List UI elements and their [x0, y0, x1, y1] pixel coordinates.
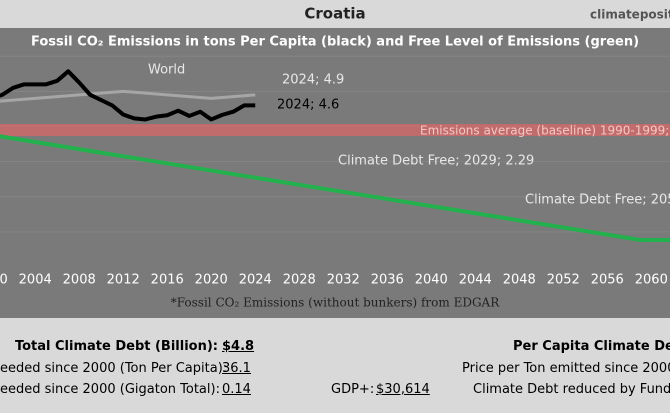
annotation: Climate Debt Free; 205 [525, 193, 670, 208]
x-tick-label: 2020 [195, 273, 228, 288]
x-tick-label: 2008 [63, 273, 96, 288]
summary-label: eeded since 2000 (Ton Per Capita): [0, 361, 228, 376]
summary-right: Per Capita Climate Deb [513, 339, 670, 354]
series-line [0, 69, 256, 122]
annotation: Climate Debt Free; 2029; 2.29 [338, 154, 534, 169]
summary-value: 36.1 [222, 361, 251, 376]
watermark: climatepositi [590, 8, 670, 22]
baseline-label: Emissions average (baseline) 1990-1999; … [420, 123, 670, 137]
x-tick-label: 2060 [635, 273, 668, 288]
source-note: *Fossil CO₂ Emissions (without bunkers) … [171, 296, 500, 310]
chart-title: Croatia [304, 5, 365, 23]
summary-label: Total Climate Debt (Billion): [14, 339, 218, 354]
subtitle: Fossil CO₂ Emissions in tons Per Capita … [31, 35, 639, 50]
plot-background [0, 28, 670, 318]
x-tick-label: 2056 [591, 273, 624, 288]
x-tick-label: 2048 [503, 273, 536, 288]
x-tick-label: 2044 [459, 273, 492, 288]
x-tick-label: 2052 [547, 273, 580, 288]
gdp-value: $30,614 [376, 382, 430, 397]
series-line [0, 134, 670, 242]
annotation: 2024; 4.9 [282, 73, 344, 88]
title-bar [0, 0, 670, 28]
x-tick-label: 2016 [151, 273, 184, 288]
x-tick-label: 2040 [415, 273, 448, 288]
summary-right: Price per Ton emitted since 2000 [462, 361, 670, 376]
x-tick-label: 2028 [283, 273, 316, 288]
gdp-label: GDP+: [331, 382, 375, 397]
x-tick-label: 2024 [239, 273, 272, 288]
summary-right: Climate Debt reduced by Funds [473, 382, 670, 397]
annotation: World [148, 63, 185, 78]
x-tick-label: 2032 [327, 273, 360, 288]
x-tick-label: 2036 [371, 273, 404, 288]
summary-label: eeded since 2000 (Gigaton Total): [0, 382, 220, 397]
x-tick-label: 2000 [0, 273, 8, 288]
x-tick-label: 2004 [19, 273, 52, 288]
x-tick-label: 2012 [107, 273, 140, 288]
series-line [0, 89, 256, 103]
summary-value: 0.14 [222, 382, 251, 397]
annotation: 2024; 4.6 [277, 98, 339, 113]
baseline-band [0, 123, 670, 136]
summary-value: $4.8 [222, 339, 255, 354]
